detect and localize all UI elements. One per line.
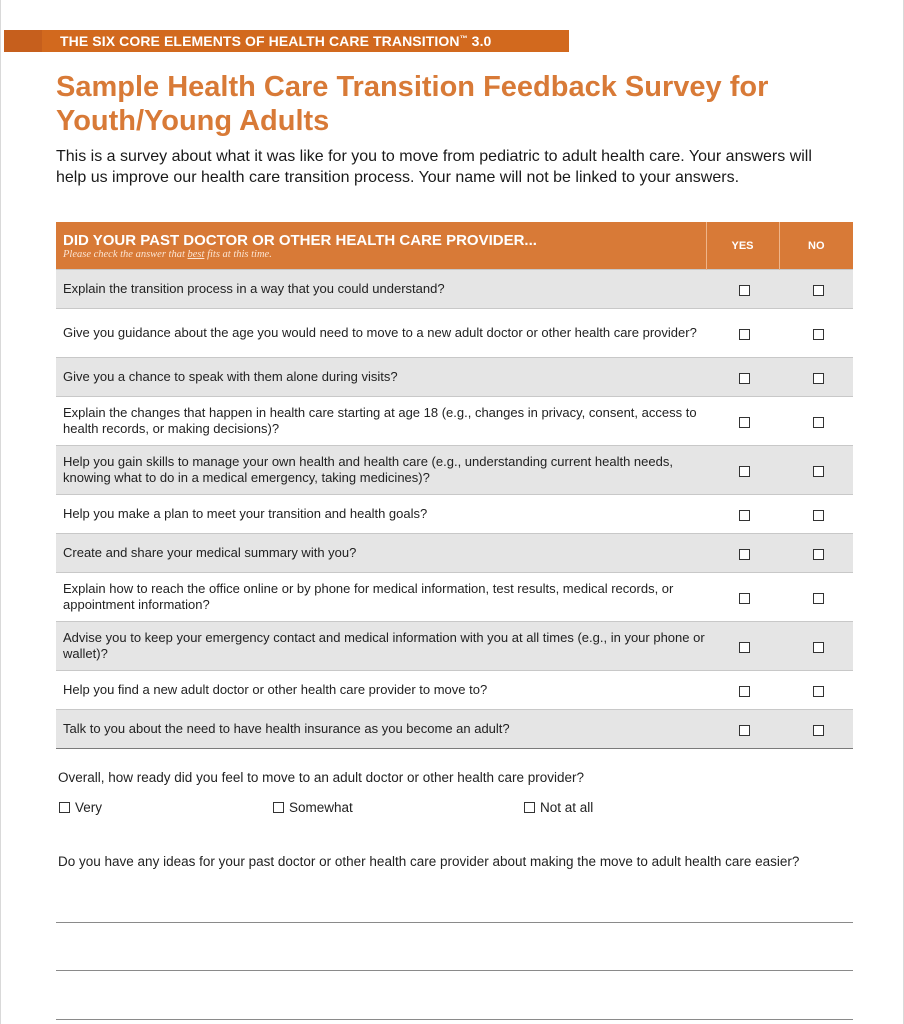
no-column-header: NO xyxy=(778,222,853,270)
series-version: 3.0 xyxy=(467,33,492,49)
table-row: Help you gain skills to manage your own … xyxy=(56,445,853,495)
trademark-mark: ™ xyxy=(459,34,468,43)
yes-cell xyxy=(706,621,779,671)
no-cell xyxy=(779,269,853,309)
somewhat-checkbox[interactable] xyxy=(273,801,284,813)
no-cell xyxy=(779,709,853,749)
series-title: THE SIX CORE ELEMENTS OF HEALTH CARE TRA… xyxy=(60,33,491,49)
page-title: Sample Health Care Transition Feedback S… xyxy=(56,71,769,137)
answer-line[interactable] xyxy=(56,1019,853,1020)
yes-checkbox[interactable] xyxy=(739,466,750,478)
table-heading: DID YOUR PAST DOCTOR OR OTHER HEALTH CAR… xyxy=(63,231,537,249)
instruction-after: fits at this time. xyxy=(204,248,272,260)
yes-checkbox[interactable] xyxy=(739,417,750,429)
no-checkbox[interactable] xyxy=(812,510,824,522)
no-checkbox[interactable] xyxy=(812,549,824,561)
no-cell xyxy=(779,445,853,495)
yes-checkbox[interactable] xyxy=(739,329,750,341)
instruction-before: Please check the answer that xyxy=(63,248,188,260)
question-text: Explain how to reach the office online o… xyxy=(56,572,706,622)
yes-cell xyxy=(706,357,779,397)
instruction-emphasis: best xyxy=(187,248,205,260)
question-text: Explain the transition process in a way … xyxy=(56,269,706,309)
readiness-option-very[interactable]: Very xyxy=(59,800,102,815)
yes-checkbox[interactable] xyxy=(739,593,750,605)
no-checkbox[interactable] xyxy=(812,593,824,605)
intro-text: This is a survey about what it was like … xyxy=(56,148,812,186)
table-row: Give you a chance to speak with them alo… xyxy=(56,357,853,397)
no-cell xyxy=(779,494,853,534)
yes-cell xyxy=(706,396,779,446)
series-name: THE SIX CORE ELEMENTS OF HEALTH CARE TRA… xyxy=(60,33,460,49)
yes-checkbox[interactable] xyxy=(739,510,750,522)
question-text: Help you make a plan to meet your transi… xyxy=(56,494,706,534)
question-text: Help you find a new adult doctor or othe… xyxy=(56,670,706,710)
no-checkbox[interactable] xyxy=(812,725,824,737)
table-header-row: DID YOUR PAST DOCTOR OR OTHER HEALTH CAR… xyxy=(56,222,853,270)
table-row: Create and share your medical summary wi… xyxy=(56,533,853,573)
question-text: Talk to you about the need to have healt… xyxy=(56,709,706,749)
ideas-question: Do you have any ideas for your past doct… xyxy=(58,854,800,869)
table-row: Advise you to keep your emergency contac… xyxy=(56,621,853,671)
no-cell xyxy=(779,621,853,671)
answer-line[interactable] xyxy=(56,922,853,923)
question-text: Give you guidance about the age you woul… xyxy=(56,308,706,358)
survey-table: DID YOUR PAST DOCTOR OR OTHER HEALTH CAR… xyxy=(56,222,853,749)
readiness-option-somewhat[interactable]: Somewhat xyxy=(273,800,353,815)
table-row: Explain how to reach the office online o… xyxy=(56,572,853,622)
no-checkbox[interactable] xyxy=(812,285,824,297)
question-text: Give you a chance to speak with them alo… xyxy=(56,357,706,397)
yes-checkbox[interactable] xyxy=(739,642,750,654)
yes-column-header: YES xyxy=(705,222,779,270)
yes-cell xyxy=(706,670,779,710)
table-row: Give you guidance about the age you woul… xyxy=(56,308,853,358)
answer-line[interactable] xyxy=(56,970,853,971)
no-cell xyxy=(779,533,853,573)
no-cell xyxy=(779,308,853,358)
table-row: Help you make a plan to meet your transi… xyxy=(56,494,853,534)
no-checkbox[interactable] xyxy=(812,373,824,385)
no-cell xyxy=(779,357,853,397)
series-banner: THE SIX CORE ELEMENTS OF HEALTH CARE TRA… xyxy=(4,30,569,52)
no-checkbox[interactable] xyxy=(812,329,824,341)
yes-cell xyxy=(706,533,779,573)
yes-cell xyxy=(706,445,779,495)
yes-cell xyxy=(706,269,779,309)
yes-checkbox[interactable] xyxy=(739,373,750,385)
very-checkbox[interactable] xyxy=(59,801,70,813)
yes-checkbox[interactable] xyxy=(739,725,750,737)
table-instruction: Please check the answer that best fits a… xyxy=(63,249,706,261)
very-label: Very xyxy=(75,800,103,815)
question-text: Explain the changes that happen in healt… xyxy=(56,396,706,446)
table-row: Explain the transition process in a way … xyxy=(56,269,853,309)
not-at-all-checkbox[interactable] xyxy=(524,801,535,813)
no-cell xyxy=(779,670,853,710)
no-cell xyxy=(779,572,853,622)
not-at-all-label: Not at all xyxy=(540,800,594,815)
no-checkbox[interactable] xyxy=(812,686,824,698)
no-checkbox[interactable] xyxy=(812,642,824,654)
table-row: Talk to you about the need to have healt… xyxy=(56,709,853,749)
yes-checkbox[interactable] xyxy=(739,549,750,561)
no-cell xyxy=(779,396,853,446)
readiness-option-not-at-all[interactable]: Not at all xyxy=(524,800,593,815)
yes-cell xyxy=(706,308,779,358)
readiness-question: Overall, how ready did you feel to move … xyxy=(58,770,585,785)
yes-cell xyxy=(706,709,779,749)
question-text: Advise you to keep your emergency contac… xyxy=(56,621,706,671)
banner-stripe xyxy=(4,30,42,52)
no-checkbox[interactable] xyxy=(812,417,824,429)
somewhat-label: Somewhat xyxy=(289,800,353,815)
table-row: Explain the changes that happen in healt… xyxy=(56,396,853,446)
question-text: Help you gain skills to manage your own … xyxy=(56,445,706,495)
table-row: Help you find a new adult doctor or othe… xyxy=(56,670,853,710)
question-text: Create and share your medical summary wi… xyxy=(56,533,706,573)
yes-cell xyxy=(706,572,779,622)
yes-cell xyxy=(706,494,779,534)
no-checkbox[interactable] xyxy=(812,466,824,478)
question-column-header: DID YOUR PAST DOCTOR OR OTHER HEALTH CAR… xyxy=(56,222,706,270)
yes-checkbox[interactable] xyxy=(739,285,750,297)
yes-checkbox[interactable] xyxy=(739,686,750,698)
